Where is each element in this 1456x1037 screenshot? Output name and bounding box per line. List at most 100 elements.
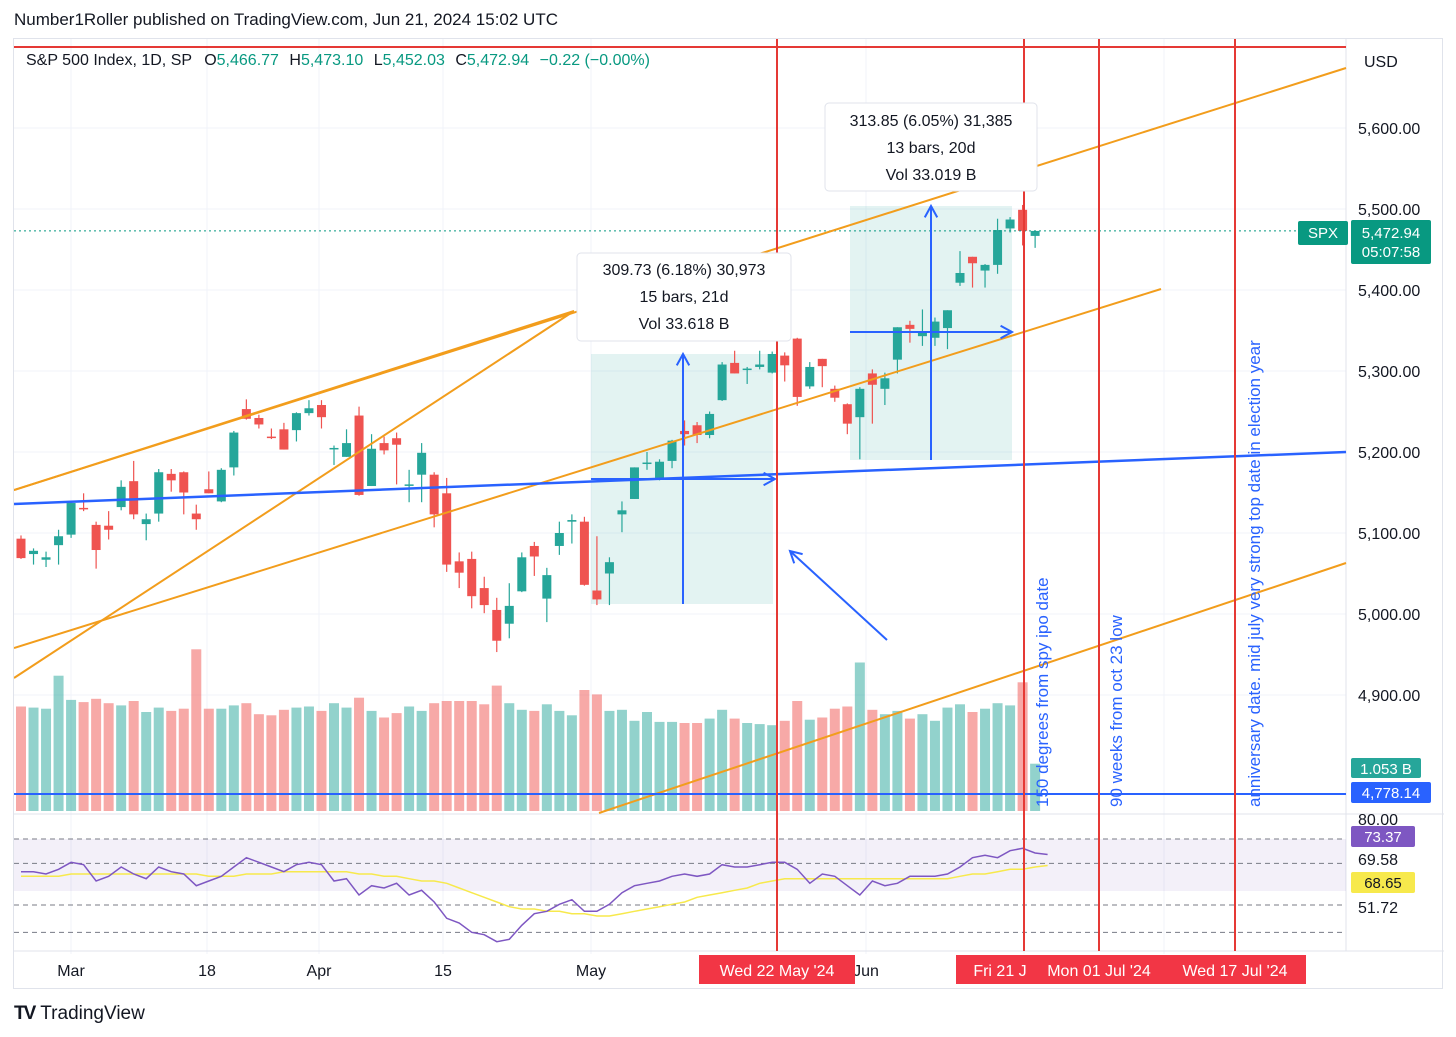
volume-bar [28, 707, 39, 811]
volume-bar [479, 704, 490, 811]
time-marker-wed-22-may: Wed 22 May '24 [699, 955, 855, 984]
candle-body [792, 338, 802, 397]
candle-body [905, 324, 915, 329]
volume-bar [178, 708, 189, 811]
measure-box-1[interactable]: 309.73 (6.18%) 30,973 15 bars, 21d Vol 3… [576, 252, 792, 342]
rsi-level-low: 51.72 [1358, 900, 1398, 917]
currency-label: USD [1364, 54, 1398, 71]
candle-body [805, 366, 815, 387]
candle-body [542, 575, 552, 599]
candle-body [354, 415, 364, 495]
volume-bar [53, 675, 64, 811]
trend-line [598, 562, 1347, 814]
time-label: May [576, 963, 606, 980]
countdown: 05:07:58 [1362, 244, 1420, 261]
candle-body [29, 550, 39, 555]
candle-body [592, 590, 602, 600]
candle-body [392, 438, 402, 445]
measure-1-line2: 15 bars, 21d [640, 289, 729, 306]
volume-bar [729, 718, 740, 811]
price-tick: 5,600.00 [1358, 121, 1420, 138]
volume-bar [516, 709, 527, 811]
candle-body [16, 538, 26, 559]
volume-bar [228, 705, 239, 811]
svg-text:73.37: 73.37 [1364, 829, 1402, 846]
candle-body [642, 462, 652, 465]
candle-body [667, 440, 677, 461]
candle-body [842, 404, 852, 424]
volume-bar [554, 710, 565, 811]
candle-body [467, 558, 477, 597]
rsi-band [14, 839, 1346, 891]
price-tick: 5,500.00 [1358, 202, 1420, 219]
trend-line [14, 288, 1162, 649]
candle-body [1030, 230, 1040, 236]
legend-high: 5,473.10 [301, 52, 363, 69]
time-marker-fri-21-jun: Fri 21 J [973, 963, 1026, 980]
measure-2-line3: Vol 33.019 B [886, 167, 977, 184]
volume-bar [642, 712, 652, 811]
volume-bar [980, 708, 991, 811]
volume-bar [166, 710, 177, 811]
rsi-ma-line [21, 864, 1048, 917]
volume-bar [892, 710, 903, 811]
volume-bar [491, 685, 502, 811]
volume-bar [416, 710, 427, 811]
candle-body [730, 362, 740, 374]
candle-body [216, 469, 226, 502]
volume-bar [742, 723, 753, 811]
chart-frame[interactable]: S&P 500 Index, 1D, SP O5,466.77 H5,473.1… [13, 38, 1444, 990]
time-marker-wed-17-jul: Wed 17 Jul '24 [1182, 963, 1287, 980]
annotation-anniversary: anniversary date. mid july very strong t… [1245, 340, 1264, 807]
volume-bar [153, 707, 164, 811]
candle-body [266, 436, 276, 439]
tradingview-footer: TV TradingView [14, 1003, 145, 1025]
volume-bar [867, 709, 878, 811]
measure-2-line1: 313.85 (6.05%) 31,385 [850, 113, 1013, 130]
measure-1-line1: 309.73 (6.18%) 30,973 [603, 262, 766, 279]
measure-1-line3: Vol 33.618 B [639, 316, 730, 333]
last-price: 5,472.94 [1362, 225, 1420, 242]
volume-bar [917, 714, 928, 811]
rsi-line [21, 847, 1048, 943]
volume-bar [379, 717, 390, 811]
candle-body [930, 321, 940, 338]
candle-body [254, 417, 264, 425]
volume-bar [879, 714, 890, 811]
candle-body [129, 481, 139, 515]
tradingview-wordmark: TradingView [40, 1003, 145, 1024]
candle-body [1005, 219, 1015, 229]
volume-bar [41, 708, 52, 811]
candle-body [955, 272, 965, 283]
volume-tag: 1.053 B [1351, 758, 1421, 778]
candle-body [617, 510, 627, 515]
candle-body [554, 533, 564, 546]
candle-body [154, 472, 164, 514]
volume-bar [566, 715, 577, 811]
candle-body [892, 327, 902, 360]
time-marker-group-right: Fri 21 J Mon 01 Jul '24 Wed 17 Jul '24 [956, 955, 1306, 984]
candle-body [66, 503, 76, 535]
candle-body [692, 425, 702, 435]
legend-close: 5,472.94 [467, 52, 529, 69]
chart-svg[interactable]: S&P 500 Index, 1D, SP O5,466.77 H5,473.1… [14, 39, 1444, 990]
legend-change: −0.22 (−0.00%) [540, 52, 650, 69]
candle-body [880, 378, 890, 389]
candle-body [316, 405, 326, 418]
svg-text:1.053 B: 1.053 B [1360, 761, 1412, 778]
candle-body [367, 448, 377, 487]
volume-bar [629, 720, 640, 811]
volume-bar [1005, 705, 1016, 811]
candle-body [830, 388, 840, 398]
candle-body [680, 430, 690, 435]
volume-bar [103, 703, 114, 811]
volume-bar [679, 723, 690, 811]
time-label: 15 [434, 963, 452, 980]
price-tick: 5,200.00 [1358, 445, 1420, 462]
candle-body [655, 461, 665, 478]
measure-box-2[interactable]: 313.85 (6.05%) 31,385 13 bars, 20d Vol 3… [824, 102, 1038, 192]
candle-body [968, 256, 978, 264]
legend-symbol: S&P 500 Index, 1D, SP [26, 52, 192, 69]
volume-bar [253, 714, 264, 811]
candle-body [329, 447, 339, 450]
